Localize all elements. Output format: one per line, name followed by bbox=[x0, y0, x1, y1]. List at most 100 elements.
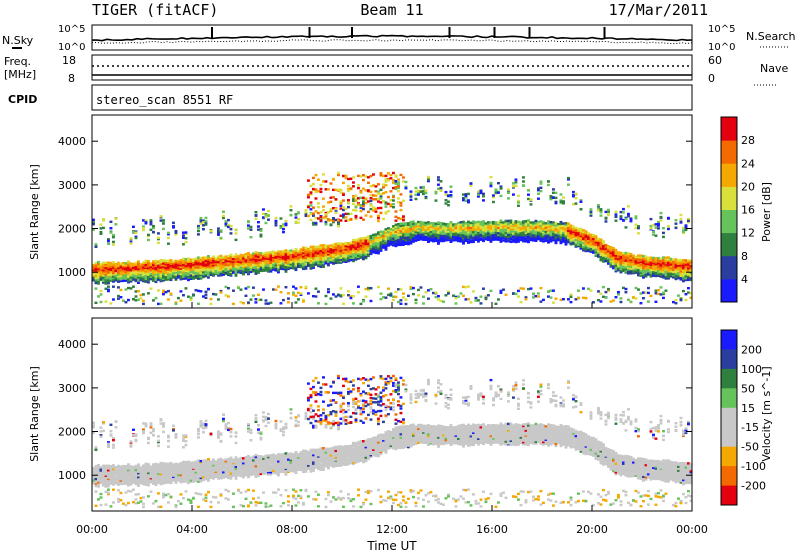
power-cell bbox=[282, 228, 285, 230]
velocity-cell bbox=[102, 483, 105, 485]
power-cell bbox=[425, 227, 428, 229]
velocity-cell bbox=[150, 424, 153, 426]
power-cell bbox=[305, 215, 308, 217]
power-cell bbox=[107, 262, 110, 264]
velocity-cell bbox=[197, 468, 200, 470]
power-cell bbox=[285, 258, 288, 260]
power-cell bbox=[370, 194, 373, 196]
power-cell bbox=[527, 227, 530, 229]
velocity-cell bbox=[240, 459, 243, 461]
velocity-cell bbox=[100, 496, 103, 498]
power-cell bbox=[245, 253, 248, 255]
power-cell bbox=[325, 303, 328, 305]
power-cell bbox=[302, 300, 305, 302]
power-cell bbox=[570, 294, 573, 296]
power-cell bbox=[390, 174, 393, 176]
power-cell bbox=[365, 189, 368, 191]
power-cell bbox=[585, 234, 588, 236]
power-cell bbox=[515, 227, 518, 229]
power-cell bbox=[445, 227, 448, 229]
power-cell bbox=[297, 218, 300, 220]
power-cell bbox=[335, 295, 338, 297]
velocity-cell bbox=[147, 495, 150, 497]
power-cell bbox=[360, 204, 363, 206]
velocity-cell bbox=[112, 464, 115, 466]
power-cell bbox=[410, 221, 413, 223]
power-cell bbox=[362, 197, 365, 199]
power-cell bbox=[407, 238, 410, 240]
power-cell bbox=[372, 198, 375, 200]
power-cell bbox=[545, 222, 548, 224]
power-cell bbox=[687, 259, 690, 261]
power-cell bbox=[392, 179, 395, 181]
power-cell bbox=[305, 209, 308, 211]
power-cell bbox=[325, 221, 328, 223]
power-cell bbox=[580, 228, 583, 230]
power-cell bbox=[455, 225, 458, 227]
power-cell bbox=[165, 260, 168, 262]
power-cell bbox=[515, 223, 518, 225]
power-cell bbox=[587, 232, 590, 234]
power-cell bbox=[325, 188, 328, 190]
power-cell bbox=[397, 217, 400, 219]
power-cell bbox=[247, 266, 250, 268]
power-cell bbox=[235, 271, 238, 273]
power-cell bbox=[682, 280, 685, 282]
power-cell bbox=[422, 302, 425, 304]
velocity-cell bbox=[200, 425, 203, 427]
power-cell bbox=[612, 251, 615, 253]
power-cell bbox=[195, 289, 198, 291]
power-cell bbox=[340, 242, 343, 244]
power-cell bbox=[497, 221, 500, 223]
power-cell bbox=[517, 295, 520, 297]
power-cell bbox=[635, 256, 638, 258]
power-cell bbox=[227, 226, 230, 228]
power-cell bbox=[377, 231, 380, 233]
power-cell bbox=[97, 265, 100, 267]
velocity-cell bbox=[112, 482, 115, 484]
power-cell bbox=[427, 178, 430, 180]
power-cell bbox=[207, 276, 210, 278]
power-cell bbox=[432, 222, 435, 224]
power-cell bbox=[345, 216, 348, 218]
velocity-cell bbox=[165, 470, 168, 472]
power-cell bbox=[412, 223, 415, 225]
velocity-cell bbox=[115, 421, 118, 423]
velocity-cell bbox=[200, 460, 203, 462]
power-cell bbox=[262, 216, 265, 218]
power-cell bbox=[367, 176, 370, 178]
power-cell bbox=[202, 257, 205, 259]
velocity-cell bbox=[190, 477, 193, 479]
power-cell bbox=[95, 243, 98, 245]
power-cell bbox=[592, 251, 595, 253]
power-cell bbox=[267, 251, 270, 253]
power-cell bbox=[392, 296, 395, 298]
velocity-cell bbox=[157, 440, 160, 442]
power-cell bbox=[127, 260, 130, 262]
power-cell bbox=[527, 219, 530, 221]
power-cell bbox=[357, 197, 360, 199]
power-cell bbox=[412, 287, 415, 289]
power-cell bbox=[365, 288, 368, 290]
power-cell bbox=[222, 256, 225, 258]
power-cell bbox=[562, 196, 565, 198]
nsearch-tick-top: 10^5 bbox=[708, 24, 735, 35]
power-cell bbox=[627, 252, 630, 254]
power-cell bbox=[337, 223, 340, 225]
velocity-cell bbox=[140, 500, 143, 502]
power-cell bbox=[580, 233, 583, 235]
power-cell bbox=[375, 211, 378, 213]
power-cell bbox=[230, 225, 233, 227]
power-cell bbox=[165, 274, 168, 276]
power-cell bbox=[220, 259, 223, 261]
power-cell bbox=[250, 261, 253, 263]
velocity-cell bbox=[135, 502, 138, 504]
power-cell bbox=[355, 216, 358, 218]
power-cell bbox=[322, 262, 325, 264]
power-cell bbox=[160, 279, 163, 281]
power-cell bbox=[105, 288, 108, 290]
velocity-cell bbox=[162, 479, 165, 481]
power-cell bbox=[440, 190, 443, 192]
power-cell bbox=[375, 195, 378, 197]
power-cell bbox=[620, 211, 623, 213]
